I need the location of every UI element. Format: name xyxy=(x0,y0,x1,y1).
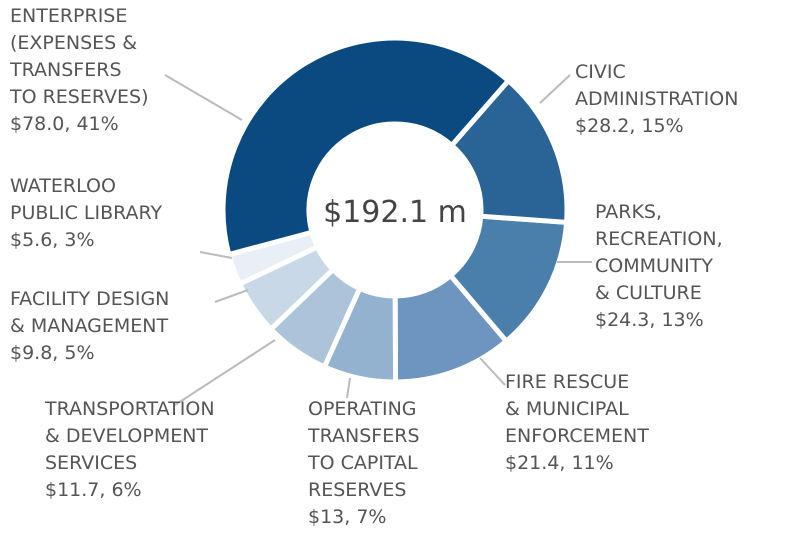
donut-segment xyxy=(220,35,512,258)
category-label: ENTERPRISE (EXPENSES & TRANSFERS TO RESERVE… xyxy=(9,5,149,108)
leader-line xyxy=(199,251,233,259)
category-label: TRANSPORTATION & DEVELOPMENT SERVICES xyxy=(44,398,215,474)
leader-line xyxy=(164,74,243,121)
leader-line xyxy=(479,357,506,386)
value-label: $78.0, 41% xyxy=(10,113,119,135)
value-label: $21.4, 11% xyxy=(505,452,614,474)
category-label: OPERATING TRANSFERS TO CAPITAL RESERVES xyxy=(307,398,420,501)
leader-line xyxy=(346,377,351,399)
center-label: $192.1 m xyxy=(323,195,467,230)
leader-line xyxy=(214,289,249,303)
donut-segment xyxy=(321,285,399,385)
value-label: $5.6, 3% xyxy=(10,229,95,251)
value-label: $11.7, 6% xyxy=(45,479,142,501)
value-label: $13, 7% xyxy=(308,506,387,528)
category-label: FACILITY DESIGN & MANAGEMENT xyxy=(10,288,169,337)
category-label: CIVIC ADMINISTRATION xyxy=(575,61,738,110)
donut-segment xyxy=(236,243,337,333)
leader-line xyxy=(174,339,276,406)
category-label: PARKS, RECREATION, COMMUNITY & CULTURE xyxy=(595,201,723,304)
donut-segment xyxy=(392,272,510,385)
donut-segment xyxy=(267,266,364,371)
value-label: $28.2, 15% xyxy=(575,115,684,137)
leader-line xyxy=(539,74,571,104)
donut-segment xyxy=(447,213,570,345)
value-label: $24.3, 13% xyxy=(595,309,704,331)
category-label: WATERLOO PUBLIC LIBRARY xyxy=(10,175,163,224)
value-label: $9.8, 5% xyxy=(10,342,95,364)
category-label: FIRE RESCUE & MUNICIPAL ENFORCEMENT xyxy=(505,371,649,447)
